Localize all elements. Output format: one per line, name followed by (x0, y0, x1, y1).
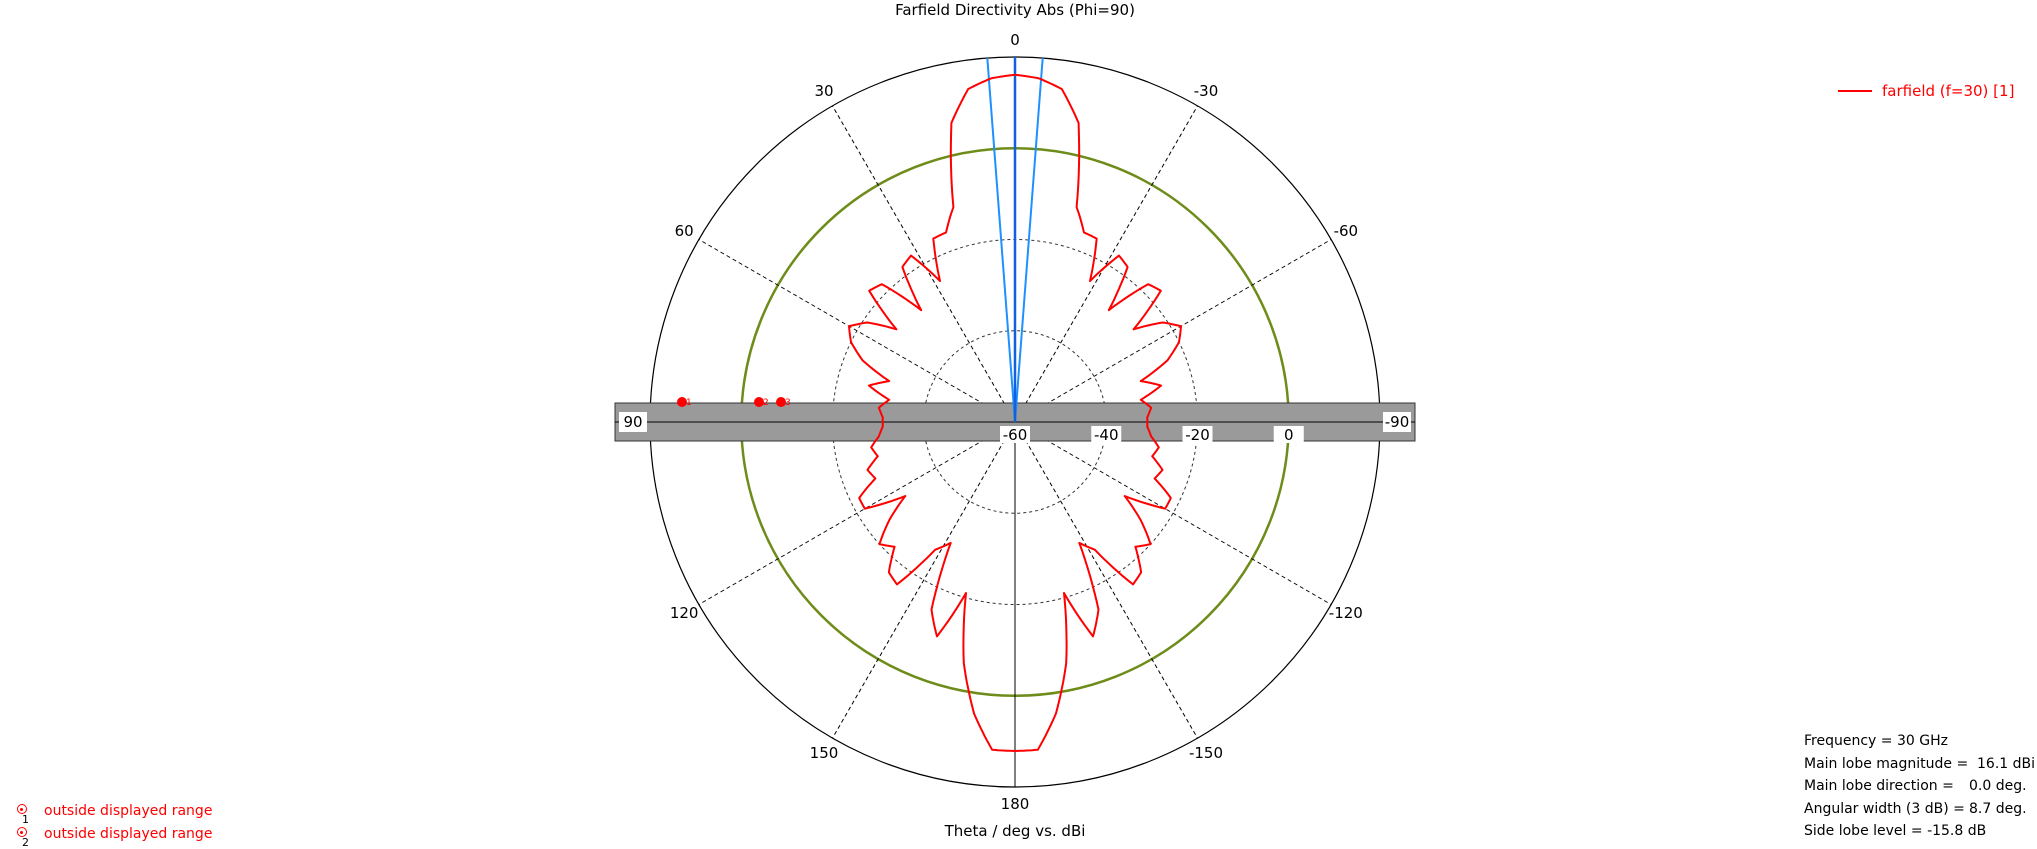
info-key: Main lobe magnitude = (1804, 755, 1973, 772)
info-main-lobe-direction: Main lobe direction = 0.0 deg. (1804, 775, 2035, 798)
angle-tick-label: -150 (1189, 744, 1223, 762)
marker-point (677, 397, 687, 407)
grid-spoke (1014, 421, 1332, 605)
info-value: 16.1 dBi (1977, 755, 2036, 772)
info-key: Side lobe level = (1804, 823, 1928, 839)
info-value: 30 GHz (1896, 733, 1948, 749)
chart-title: Farfield Directivity Abs (Phi=90) (895, 1, 1135, 19)
marker-point (754, 397, 764, 407)
legend-label: farfield (f=30) [1] (1882, 82, 2015, 100)
marker-notes: 1 outside displayed range 2 outside disp… (14, 799, 213, 849)
angle-tick-label: 150 (810, 744, 839, 762)
marker-icon: 1 (14, 799, 44, 826)
info-value: 0.0 deg. (1969, 778, 2027, 794)
markers: 1 2 3 (677, 397, 791, 408)
x-axis-label: Theta / deg vs. dBi (944, 822, 1086, 840)
angle-tick-label: -120 (1329, 604, 1363, 622)
angle-tick-label: 60 (675, 222, 694, 240)
marker-point (776, 397, 786, 407)
marker-label: 1 (686, 398, 692, 408)
series-line (848, 73, 1182, 752)
angle-tick-label: 120 (670, 604, 699, 622)
angle-tick-label: -30 (1194, 82, 1219, 100)
radial-label-bg (1182, 426, 1213, 443)
info-value: -15.8 dB (1927, 823, 1987, 839)
angle-label-bg (619, 412, 647, 432)
marker-note: 1 outside displayed range (14, 799, 213, 826)
angle-tick-label: 0 (1010, 31, 1020, 49)
curves (848, 57, 1182, 752)
grid-spoke (1014, 421, 1198, 739)
results-panel: Frequency = 30 GHz Main lobe magnitude =… (1804, 730, 2035, 843)
info-main-lobe-magnitude: Main lobe magnitude = 16.1 dBi (1804, 753, 2035, 776)
grid-spoke (832, 105, 1016, 423)
marker-icon: 2 (14, 822, 44, 849)
radial-label-bg (1273, 426, 1304, 443)
marker-note: 2 outside displayed range (14, 822, 213, 849)
info-value: 8.7 deg. (1969, 800, 2027, 817)
angle-tick-label: 30 (814, 82, 833, 100)
angle-tick-label: 180 (1001, 795, 1030, 813)
grid-spoke (1014, 105, 1198, 423)
radial-label-bg (1091, 426, 1122, 443)
radial-tick-label: 0 (1284, 426, 1294, 444)
beamwidth-line (1014, 57, 1044, 423)
marker-note-text: outside displayed range (44, 825, 213, 842)
info-key: Frequency = (1804, 733, 1897, 749)
radial-tick-label: -60 (1003, 426, 1028, 444)
info-frequency: Frequency = 30 GHz (1804, 730, 2035, 753)
marker-label: 2 (763, 398, 769, 408)
radial-label-bg (1000, 426, 1030, 443)
grid-spoke (1014, 239, 1332, 423)
beamwidth-line (986, 57, 1016, 423)
angle-tick-label: 90 (623, 413, 642, 431)
radial-tick-label: -20 (1185, 426, 1210, 444)
legend: farfield (f=30) [1] (1838, 82, 2014, 100)
info-side-lobe-level: Side lobe level = -15.8 dB (1804, 820, 2035, 843)
legend-swatch (1838, 90, 1872, 92)
info-key: Main lobe direction = (1804, 778, 1959, 794)
grid-spoke (698, 239, 1016, 423)
grid-spoke (832, 421, 1016, 739)
angle-label-bg (1383, 412, 1411, 432)
angle-tick-label: -60 (1334, 222, 1359, 240)
angle-tick-label: -90 (1385, 413, 1410, 431)
radial-tick-label: -40 (1094, 426, 1119, 444)
info-key: Angular width (3 dB) = (1804, 800, 1970, 817)
marker-note-text: outside displayed range (44, 802, 213, 819)
grid-spoke (698, 421, 1016, 605)
marker-label: 3 (785, 398, 791, 408)
info-angular-width: Angular width (3 dB) = 8.7 deg. (1804, 798, 2035, 821)
